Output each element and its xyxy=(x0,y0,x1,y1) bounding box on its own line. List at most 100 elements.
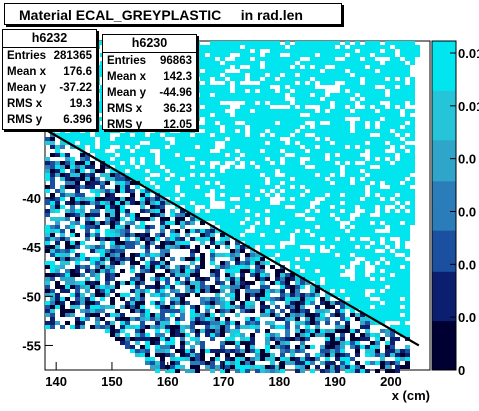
heatmap-cell xyxy=(205,229,210,233)
heatmap-cell xyxy=(120,297,125,301)
heatmap-cell xyxy=(190,249,195,253)
heatmap-cell xyxy=(345,317,350,321)
heatmap-cell xyxy=(90,169,95,173)
heatmap-cell xyxy=(365,249,370,253)
heatmap-cell xyxy=(45,265,50,269)
heatmap-cell xyxy=(125,201,130,205)
heatmap-cell xyxy=(240,361,245,365)
heatmap-cell xyxy=(335,105,340,109)
heatmap-cell xyxy=(95,205,100,209)
heatmap-cell xyxy=(385,369,390,373)
heatmap-cell xyxy=(260,237,265,241)
heatmap-cell xyxy=(280,49,285,53)
heatmap-cell xyxy=(330,273,335,277)
heatmap-cell xyxy=(370,209,375,213)
heatmap-cell xyxy=(355,249,360,253)
heatmap-cell xyxy=(210,361,215,365)
heatmap-cell xyxy=(305,253,310,257)
heatmap-cell xyxy=(270,169,275,173)
heatmap-cell xyxy=(80,241,85,245)
heatmap-cell xyxy=(320,257,325,261)
heatmap-cell xyxy=(145,201,150,205)
heatmap-cell xyxy=(60,173,65,177)
heatmap-cell xyxy=(165,133,170,137)
heatmap-cell xyxy=(325,205,330,209)
heatmap-cell xyxy=(195,309,200,313)
heatmap-cell xyxy=(365,285,370,289)
heatmap-cell xyxy=(275,125,280,129)
heatmap-cell xyxy=(175,173,180,177)
heatmap-cell xyxy=(295,177,300,181)
heatmap-cell xyxy=(260,161,265,165)
heatmap-cell xyxy=(270,357,275,361)
heatmap-cell xyxy=(305,309,310,313)
heatmap-cell xyxy=(380,93,385,97)
heatmap-cell xyxy=(280,345,285,349)
heatmap-cell xyxy=(85,161,90,165)
heatmap-cell xyxy=(240,73,245,77)
heatmap-cell xyxy=(315,73,320,77)
heatmap-cell xyxy=(195,85,200,89)
heatmap-cell xyxy=(280,309,285,313)
heatmap-cell xyxy=(95,289,100,293)
heatmap-cell xyxy=(370,85,375,89)
heatmap-cell xyxy=(400,209,405,213)
heatmap-cell xyxy=(80,133,85,137)
heatmap-cell xyxy=(90,213,95,217)
heatmap-cell xyxy=(310,49,315,53)
heatmap-cell xyxy=(355,61,360,65)
heatmap-cell xyxy=(260,257,265,261)
heatmap-cell xyxy=(55,149,60,153)
heatmap-cell xyxy=(340,161,345,165)
heatmap-cell xyxy=(175,241,180,245)
heatmap-cell xyxy=(365,145,370,149)
heatmap-cell xyxy=(135,285,140,289)
heatmap-cell xyxy=(250,61,255,65)
heatmap-cell xyxy=(125,281,130,285)
heatmap-cell xyxy=(350,241,355,245)
heatmap-cell xyxy=(240,197,245,201)
heatmap-cell xyxy=(300,201,305,205)
heatmap-cell xyxy=(120,269,125,273)
heatmap-cell xyxy=(375,77,380,81)
heatmap-cell xyxy=(275,273,280,277)
heatmap-cell xyxy=(275,313,280,317)
heatmap-cell xyxy=(280,217,285,221)
heatmap-cell xyxy=(210,61,215,65)
heatmap-cell xyxy=(325,341,330,345)
heatmap-cell xyxy=(375,353,380,357)
heatmap-cell xyxy=(225,173,230,177)
heatmap-cell xyxy=(335,165,340,169)
heatmap-cell xyxy=(240,281,245,285)
heatmap-cell xyxy=(265,77,270,81)
heatmap-cell xyxy=(240,181,245,185)
heatmap-cell xyxy=(135,289,140,293)
heatmap-cell xyxy=(285,169,290,173)
heatmap-cell xyxy=(380,245,385,249)
heatmap-cell xyxy=(340,121,345,125)
heatmap-cell xyxy=(325,209,330,213)
heatmap-cell xyxy=(165,225,170,229)
heatmap-cell xyxy=(120,137,125,141)
heatmap-cell xyxy=(100,185,105,189)
heatmap-cell xyxy=(220,261,225,265)
heatmap-cell xyxy=(135,277,140,281)
heatmap-cell xyxy=(360,109,365,113)
heatmap-cell xyxy=(260,365,265,369)
heatmap-cell xyxy=(340,105,345,109)
heatmap-cell xyxy=(320,137,325,141)
heatmap-cell xyxy=(250,125,255,129)
heatmap-cell xyxy=(395,289,400,293)
heatmap-cell xyxy=(325,225,330,229)
heatmap-cell xyxy=(105,289,110,293)
heatmap-cell xyxy=(115,249,120,253)
heatmap-cell xyxy=(315,333,320,337)
heatmap-cell xyxy=(80,273,85,277)
heatmap-cell xyxy=(325,257,330,261)
heatmap-cell xyxy=(155,237,160,241)
heatmap-cell xyxy=(55,273,60,277)
heatmap-cell xyxy=(220,285,225,289)
heatmap-cell xyxy=(370,349,375,353)
heatmap-cell xyxy=(385,269,390,273)
colorbar-segment xyxy=(432,312,456,322)
